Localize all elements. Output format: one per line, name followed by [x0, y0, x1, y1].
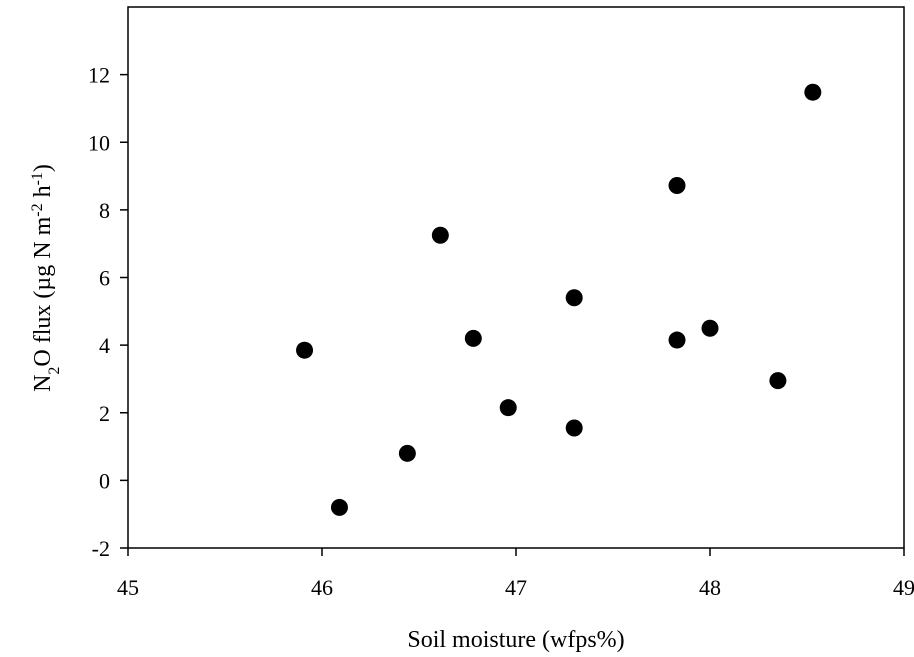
y-axis-title-part: h	[30, 185, 56, 203]
y-tick-label: 12	[88, 63, 110, 88]
data-point	[431, 226, 449, 244]
y-axis-title-part: )	[30, 164, 56, 172]
data-point	[668, 177, 686, 195]
data-point	[296, 341, 314, 359]
data-points	[296, 83, 822, 516]
data-point	[701, 319, 719, 337]
data-point	[804, 83, 822, 101]
data-point	[565, 419, 583, 437]
y-axis-title-part: -1	[29, 172, 46, 185]
x-tick-label: 47	[505, 575, 527, 600]
x-axis: 45 46 47 48 49	[117, 548, 914, 600]
x-tick-label: 49	[893, 575, 914, 600]
y-axis-title: N2O flux (µg N m-2 h-1)	[29, 164, 63, 392]
x-tick-label: 46	[311, 575, 333, 600]
data-point	[464, 329, 482, 347]
y-axis-title-part: 2	[46, 367, 63, 375]
data-point	[330, 498, 348, 516]
data-point	[769, 372, 787, 390]
x-axis-title: Soil moisture (wfps%)	[407, 627, 624, 653]
plot-frame	[127, 6, 905, 549]
y-axis: -2 0 2 4 6 8 10 12	[88, 63, 128, 561]
data-point	[565, 289, 583, 307]
y-tick-label: 4	[99, 333, 110, 358]
y-tick-label: 10	[88, 130, 110, 155]
y-tick-label: 0	[99, 468, 110, 493]
y-tick-label: -2	[92, 536, 110, 561]
y-tick-label: 6	[99, 266, 110, 291]
data-point	[499, 399, 517, 417]
y-axis-title-part: O flux (µg N m	[30, 216, 56, 366]
y-tick-label: 8	[99, 198, 110, 223]
y-axis-title-part: -2	[29, 203, 46, 216]
data-point	[398, 444, 416, 462]
x-tick-label: 48	[699, 575, 721, 600]
data-point	[668, 331, 686, 349]
x-tick-label: 45	[117, 575, 139, 600]
y-axis-title-part: N	[30, 375, 56, 392]
y-tick-label: 2	[99, 401, 110, 426]
